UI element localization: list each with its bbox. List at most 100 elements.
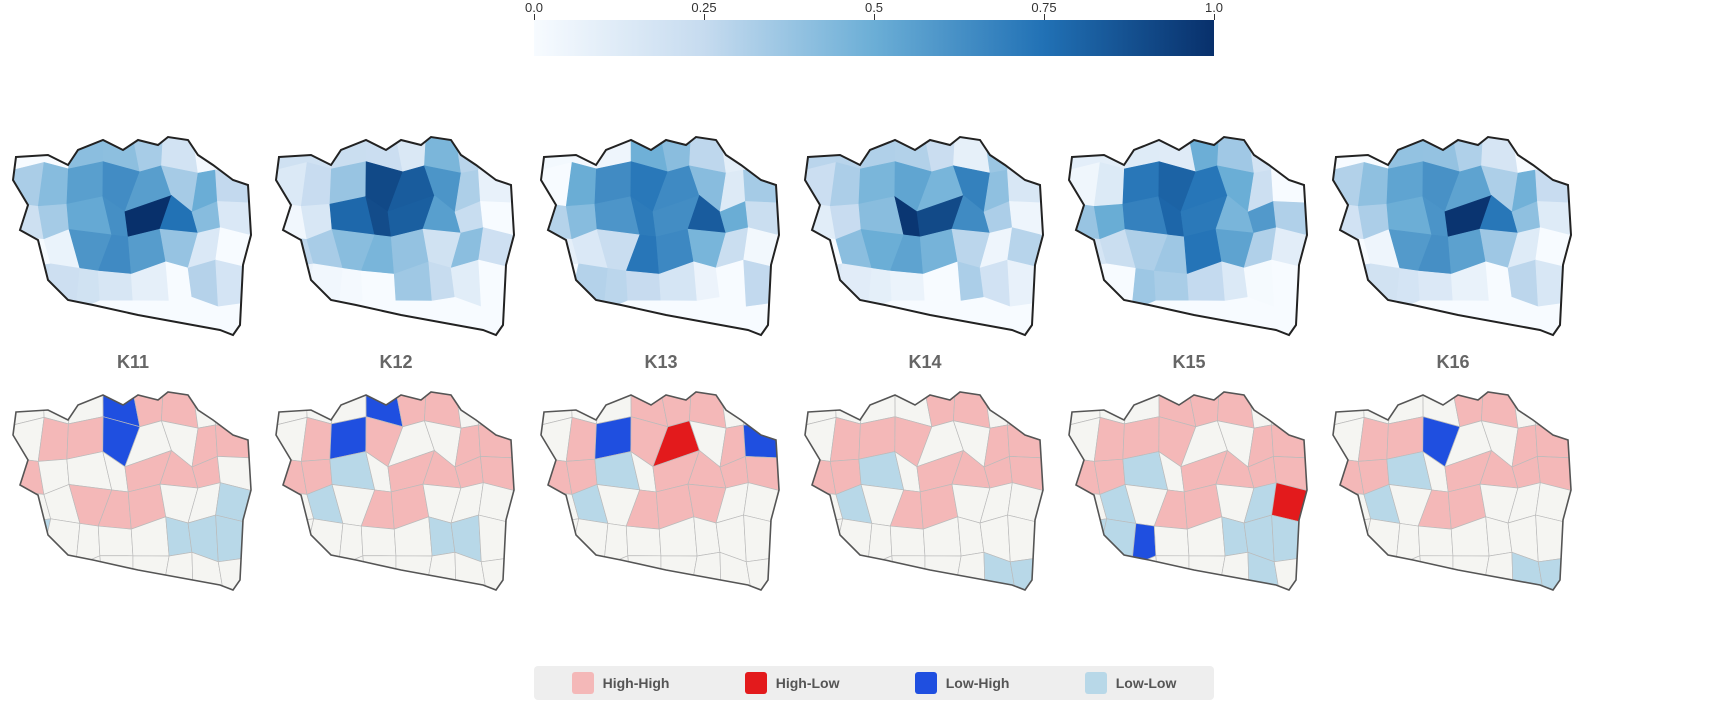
legend-item-low-high: Low-High [914, 672, 1010, 694]
map-region [1273, 456, 1307, 492]
map-region [214, 392, 251, 426]
map-region [362, 300, 397, 335]
colorbar-tick-mark [534, 14, 535, 20]
lisa-svg [1332, 391, 1572, 591]
panel-label: K13 [644, 352, 678, 372]
map-region [805, 556, 836, 590]
map-region [569, 560, 605, 590]
map-region [541, 301, 572, 335]
map-region [276, 556, 307, 590]
legend: High-High High-Low Low-High Low-Low [534, 666, 1214, 700]
choropleth-svg [803, 135, 1045, 337]
map-region [627, 555, 662, 590]
map-region [625, 525, 662, 557]
panel-label: K15 [1172, 352, 1206, 372]
map-region [1535, 137, 1571, 171]
map-region [1097, 560, 1133, 590]
legend-swatch [744, 672, 767, 694]
map-region [13, 556, 44, 590]
city-outline [1068, 391, 1308, 591]
legend-item-high-high: High-High [571, 672, 670, 694]
map-region [480, 201, 514, 237]
map-region [1006, 392, 1043, 426]
map-region [215, 259, 251, 308]
map-region [1333, 301, 1364, 335]
map-region [1009, 201, 1043, 237]
map-region [833, 305, 868, 335]
legend-swatch [571, 672, 594, 694]
map-region [891, 555, 926, 590]
colorbar-tick-mark [1214, 14, 1215, 20]
colorbar-tick-label: 0.0 [524, 0, 544, 15]
map-region [360, 525, 397, 557]
lisa-svg [1068, 391, 1308, 591]
lisa-cluster-map [1064, 390, 1314, 595]
map-region [41, 560, 77, 590]
map-region [1069, 301, 1100, 335]
map-region [805, 301, 836, 335]
map-region [1271, 259, 1307, 308]
map-region [743, 482, 779, 525]
lisa-cluster-map [8, 390, 258, 595]
map-region [891, 300, 926, 335]
map-region [1007, 137, 1043, 171]
map-region [1535, 482, 1571, 525]
lisa-svg [275, 391, 515, 591]
map-region [1419, 300, 1454, 335]
colorbar-tick-label: 1.0 [1204, 0, 1224, 15]
choropleth-map [271, 135, 521, 340]
map-region [1155, 300, 1190, 335]
legend-label: Low-High [945, 675, 1010, 691]
map-region [541, 556, 572, 590]
map-region [478, 482, 514, 525]
city-outline [11, 135, 253, 337]
map-region [1271, 137, 1307, 171]
legend-swatch [914, 672, 937, 694]
colorbar-tick-label: 0.5 [864, 0, 884, 15]
city-outline [1331, 135, 1573, 337]
legend-label: High-Low [775, 675, 840, 691]
map-region [1361, 305, 1396, 335]
map-region [1097, 305, 1132, 335]
choropleth-svg [1067, 135, 1309, 337]
choropleth-map [8, 135, 258, 340]
city-outline [539, 135, 781, 337]
map-region [745, 456, 779, 492]
legend-label: High-High [602, 675, 670, 691]
map-region [1007, 259, 1043, 308]
map-region [478, 137, 514, 171]
map-region [1007, 482, 1043, 525]
lisa-svg [804, 391, 1044, 591]
map-region [1535, 259, 1571, 308]
map-region [1007, 514, 1043, 563]
city-outline [1332, 391, 1572, 591]
map-region [1271, 482, 1307, 525]
colorbar-tick-mark [874, 14, 875, 20]
map-region [304, 560, 340, 590]
colorbar [534, 20, 1214, 56]
map-region [1155, 555, 1190, 590]
lisa-cluster-map [800, 390, 1050, 595]
choropleth-svg [11, 135, 253, 337]
map-region [1333, 556, 1364, 590]
choropleth-map [1064, 135, 1314, 340]
map-region [1009, 456, 1043, 492]
map-region [215, 137, 251, 171]
map-region [625, 270, 662, 302]
map-region [1417, 525, 1454, 557]
map-region [743, 137, 779, 171]
choropleth-svg [1331, 135, 1573, 337]
map-region [742, 392, 779, 426]
map-region [1535, 514, 1571, 563]
map-region [743, 259, 779, 308]
map-region [1270, 392, 1307, 426]
map-region [99, 300, 134, 335]
map-region [304, 305, 339, 335]
map-region [627, 300, 662, 335]
choropleth-map [536, 135, 786, 340]
map-region [217, 201, 251, 237]
map-region [1153, 525, 1190, 557]
map-region [480, 456, 514, 492]
lisa-cluster-map [1328, 390, 1578, 595]
legend-item-high-low: High-Low [744, 672, 840, 694]
